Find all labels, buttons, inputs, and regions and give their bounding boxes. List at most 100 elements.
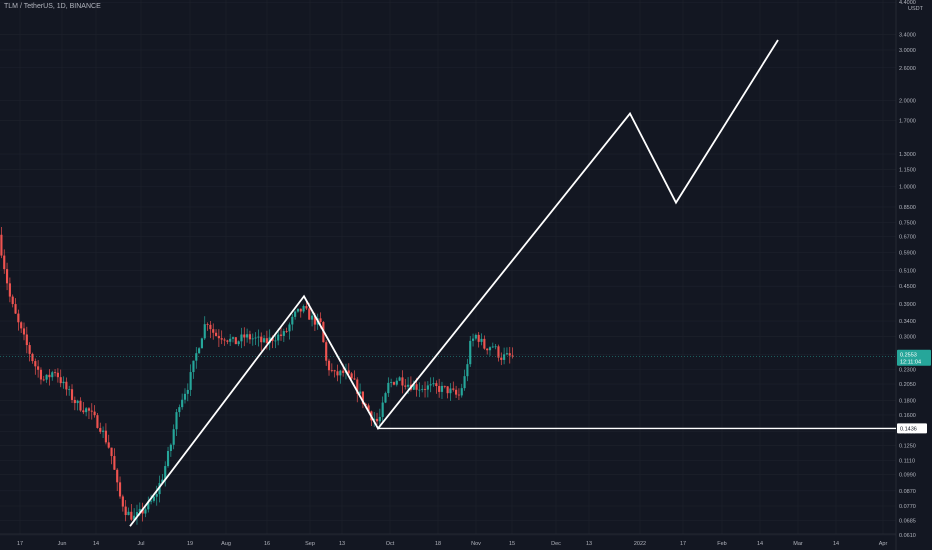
x-tick-label: 17 [680,541,686,547]
price-axis[interactable]: 4.4000 3.4000 3.0000 2.6000 2.0000 1.7000 1.30… [899,0,924,539]
candle-body [500,357,503,360]
candle-body [20,322,23,329]
candle-body [319,318,322,323]
y-tick-label: 0.5900 [899,250,916,256]
candle-body [313,315,316,325]
candle-body [251,338,254,340]
candle-body [333,370,336,372]
candle-body [378,416,381,422]
x-tick-label: 13 [586,541,592,547]
y-tick-label: 0.1800 [899,398,916,404]
candle-body [56,372,59,378]
candle-body [285,331,288,332]
y-tick-label: 0.0610 [899,533,916,539]
candle-body [511,355,514,357]
candle-body [483,338,486,349]
candle-body [426,385,429,390]
candle-body [79,400,82,411]
candle-body [240,334,243,342]
candle-body [11,296,14,305]
candle-body [398,377,401,381]
candle-body [384,393,387,403]
candle-body [401,377,404,386]
candle-body [412,384,415,390]
candle-body [480,338,483,342]
candle-body [25,334,28,346]
candle-body [395,380,398,385]
candle-body [404,385,407,387]
candle-body [248,334,252,340]
candle-body [279,334,283,336]
y-tick-label: 0.4500 [899,284,916,290]
candle-body [59,377,62,384]
last-price-value: 0.2553 [900,352,917,358]
candle-body [457,394,461,396]
candle-body [116,469,119,483]
candle-body [226,340,229,342]
candle-body [0,234,3,256]
y-tick-label: 0.0990 [899,473,916,479]
candle-body [466,364,469,377]
candle-body [206,324,209,325]
candle-body [508,353,511,356]
candle-body [234,337,237,345]
candle-body [150,500,153,502]
candle-body [121,496,124,507]
candle-body [124,506,127,516]
candle-body [147,501,150,510]
candle-body [96,415,99,428]
candle-body [118,482,122,497]
candle-body [308,308,311,320]
candle-body [62,381,65,384]
x-tick-label: Oct [386,541,395,547]
candle-body [494,346,497,348]
candle-body [440,385,444,392]
y-tick-label: 0.2050 [899,382,916,388]
candle-body [93,411,96,416]
candle-body [390,382,393,383]
candle-body [291,316,294,325]
symbol-title[interactable]: TLM / TetherUS, 1D, BINANCE [4,3,101,10]
candle-body [175,412,178,430]
x-tick-label: Aug [221,541,231,547]
trend-drawing[interactable] [0,39,896,527]
candle-body [367,405,370,412]
time-axis[interactable]: 17 Jun 14 Jul 19 Aug 16 Sep 13 Oct 18 Nov 15 Dec 13 202… [17,541,888,547]
candle-body [229,338,232,342]
candle-body [99,427,102,432]
x-tick-label: 19 [187,541,193,547]
y-tick-label: 1.1500 [899,167,916,173]
candle-body [330,370,333,372]
candle-body [14,304,17,314]
candle-body [421,388,424,390]
candle-body [294,311,297,317]
candle-body [104,430,107,443]
last-price-badge [897,349,931,366]
candle-body [415,384,418,390]
candle-body [503,354,506,360]
candle-body [438,386,441,392]
candle-body [243,334,246,338]
support-value: 0.1436 [900,426,917,432]
candle-body [127,511,130,516]
grid-lines [0,0,897,550]
candle-body [51,372,54,378]
y-tick-label: 1.7000 [899,119,916,125]
candle-body [246,334,249,338]
candle-body [443,385,446,387]
x-tick-label: 14 [833,541,839,547]
candle-body [144,509,147,514]
y-tick-label: 0.1250 [899,444,916,450]
candle-body [113,456,116,470]
candles[interactable] [0,226,514,525]
candle-body [183,393,187,400]
candle-body [392,382,396,385]
candle-body [203,324,206,339]
candle-body [274,340,277,342]
y-tick-label: 3.4000 [899,32,916,38]
candle-body [22,328,26,335]
candle-body [76,400,79,404]
candle-body [342,370,345,373]
